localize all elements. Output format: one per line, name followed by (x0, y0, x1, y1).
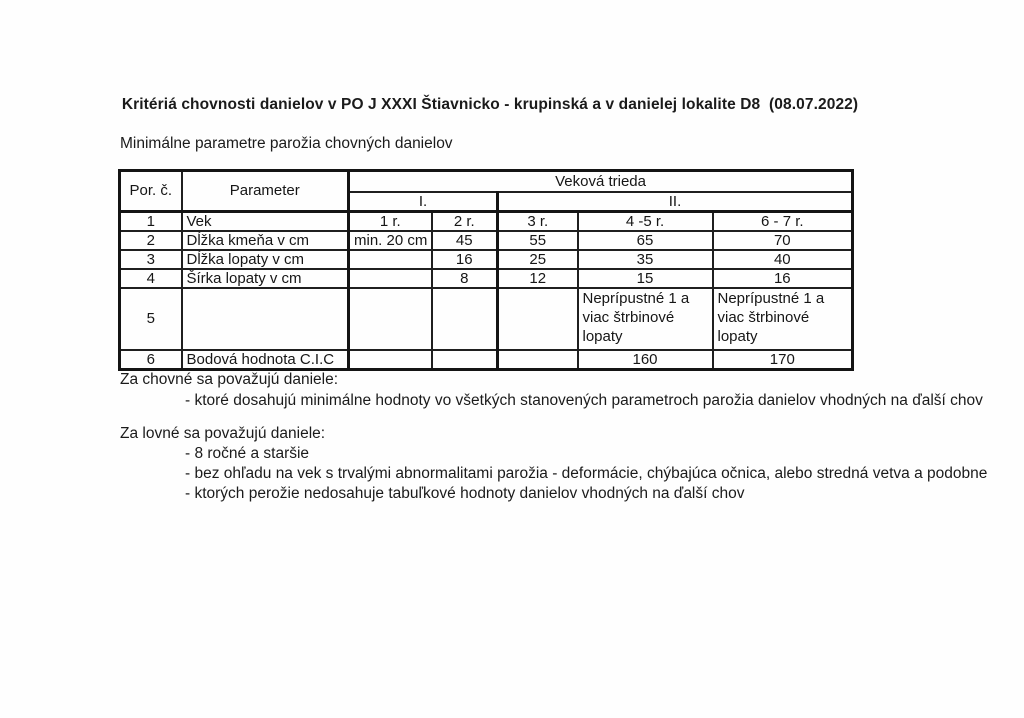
criteria-table: Por. č. Parameter Veková trieda I. II. 1… (118, 169, 855, 371)
value-cell: 6 - 7 r. (711, 210, 854, 232)
col-header-parameter: Parameter (180, 169, 350, 213)
table-row-sirka-lopaty: 4 Šírka lopaty v cm 8 12 15 16 (118, 267, 854, 289)
parameter-cell: Vek (180, 210, 350, 232)
value-cell (347, 248, 433, 270)
value-cell: Neprípustné 1 a viac štrbinové lopaty (711, 286, 854, 351)
col-header-vekova-trieda: Veková trieda (346, 169, 854, 193)
parameter-cell: Šírka lopaty v cm (180, 267, 350, 289)
value-cell (347, 267, 433, 289)
value-cell: 2 r. (430, 210, 499, 232)
table-caption: Minimálne parametre parožia chovných dan… (120, 135, 453, 152)
value-cell: 16 (711, 267, 854, 289)
row-number: 6 (118, 348, 183, 370)
col-header-class-i: I. (347, 190, 499, 213)
table-row-dlzka-kmena: 2 Dĺžka kmeňa v cm min. 20 cm 45 55 65 7… (118, 229, 854, 251)
value-cell: 45 (430, 229, 499, 251)
hunting-notes-heading: Za lovné sa považujú daniele: (120, 425, 326, 442)
value-cell (496, 286, 579, 351)
table-row-dlzka-lopaty: 3 Dĺžka lopaty v cm 16 25 35 40 (118, 248, 854, 270)
value-cell (430, 348, 499, 370)
hunting-note-item: - 8 ročné a staršie (185, 445, 310, 462)
breeding-notes-section: Za chovné sa považujú daniele: - ktoré d… (120, 370, 983, 411)
value-cell (496, 348, 579, 370)
parameter-cell: Dĺžka lopaty v cm (180, 248, 350, 270)
row-number: 4 (118, 267, 183, 289)
value-cell: 3 r. (496, 210, 579, 232)
value-cell (347, 286, 433, 351)
value-cell: 8 (430, 267, 499, 289)
header-row-group: Por. č. Parameter Veková trieda (118, 169, 854, 213)
row-number: 3 (118, 248, 183, 270)
document-title: Kritériá chovnosti danielov v PO J XXXI … (121, 96, 859, 113)
value-cell: 25 (496, 248, 579, 270)
breeding-notes-heading: Za chovné sa považujú daniele: (120, 371, 339, 388)
value-cell: 160 (576, 348, 714, 370)
hunting-note-item: - ktorých perožie nedosahuje tabuľkové h… (185, 485, 745, 502)
row-number: 2 (118, 229, 183, 251)
parameter-cell: Bodová hodnota C.I.C (180, 348, 350, 370)
value-cell: 170 (711, 348, 854, 370)
col-header-class-ii: II. (495, 190, 854, 213)
table-row-bodova-hodnota: 6 Bodová hodnota C.I.C 160 170 (118, 348, 854, 370)
value-cell: 65 (576, 229, 714, 251)
parameter-cell: Dĺžka kmeňa v cm (180, 229, 350, 251)
parameter-cell (180, 286, 350, 351)
table-row-vek: 1 Vek 1 r. 2 r. 3 r. 4 -5 r. 6 - 7 r. (118, 210, 854, 232)
col-header-por-c: Por. č. (118, 169, 183, 213)
hunting-note-item: - bez ohľadu na vek s trvalými abnormali… (185, 465, 988, 482)
value-cell: 4 -5 r. (576, 210, 714, 232)
row-number: 5 (118, 286, 183, 351)
value-cell: 15 (576, 267, 714, 289)
breeding-note-item: - ktoré dosahujú minimálne hodnoty vo vš… (185, 392, 983, 409)
value-cell: 70 (711, 229, 854, 251)
header-row-classes: I. II. (120, 190, 854, 213)
value-cell (347, 348, 433, 370)
value-cell: Neprípustné 1 a viac štrbinové lopaty (576, 286, 714, 351)
row-number: 1 (118, 210, 183, 232)
value-cell: 12 (496, 267, 579, 289)
value-cell: 35 (576, 248, 714, 270)
value-cell: 55 (496, 229, 579, 251)
value-cell (430, 286, 499, 351)
hunting-notes-section: Za lovné sa považujú daniele: - 8 ročné … (120, 424, 987, 504)
value-cell: 40 (711, 248, 854, 270)
value-cell: 1 r. (347, 210, 433, 232)
value-cell: 16 (430, 248, 499, 270)
table-row-strbinove-lopaty: 5 Neprípustné 1 a viac štrbinové lopaty … (118, 286, 854, 351)
value-cell: min. 20 cm (347, 229, 433, 251)
